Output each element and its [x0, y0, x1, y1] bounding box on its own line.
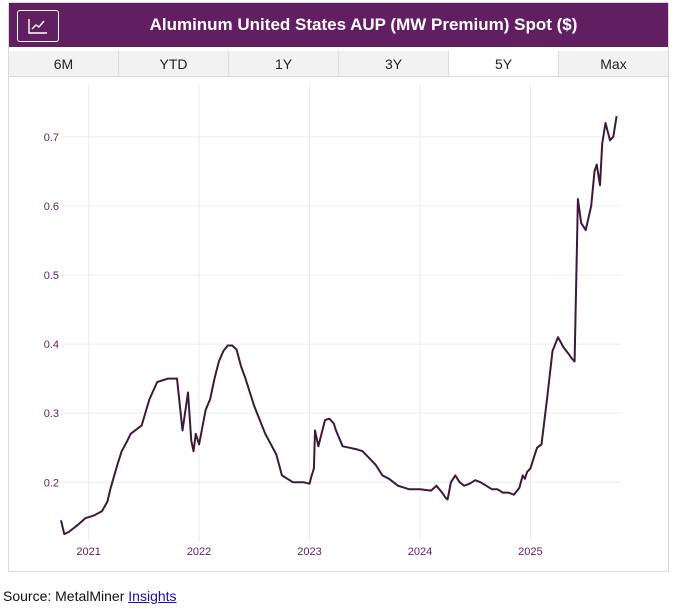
plot-area: 0.2 0.3 0.4 0.5 0.6 0.7 2021 2022 2023 2024 2025: [9, 79, 670, 573]
tab-3y[interactable]: 3Y: [339, 51, 449, 76]
y-tick-label: 0.3: [44, 408, 59, 420]
insights-link[interactable]: Insights: [128, 588, 177, 604]
x-tick-label: 2024: [408, 546, 432, 558]
y-tick-label: 0.6: [44, 201, 59, 213]
chart-title: Aluminum United States AUP (MW Premium) …: [149, 15, 578, 34]
tab-max[interactable]: Max: [559, 51, 668, 76]
tab-ytd[interactable]: YTD: [119, 51, 229, 76]
source-prefix: Source: MetalMiner: [3, 588, 129, 604]
tab-5y[interactable]: 5Y: [449, 51, 559, 76]
x-tick-label: 2025: [518, 546, 542, 558]
chart-card: Aluminum United States AUP (MW Premium) …: [8, 2, 669, 572]
y-tick-label: 0.7: [44, 132, 59, 144]
y-tick-label: 0.4: [44, 339, 59, 351]
y-tick-label: 0.5: [44, 270, 59, 282]
range-tabs: 6M YTD 1Y 3Y 5Y Max: [9, 51, 668, 77]
x-tick-label: 2021: [76, 546, 100, 558]
line-chart-icon: [28, 19, 47, 34]
chart-header: Aluminum United States AUP (MW Premium) …: [9, 3, 668, 47]
chart-type-button[interactable]: [17, 10, 59, 42]
tab-1y[interactable]: 1Y: [229, 51, 339, 76]
line-chart: 0.2 0.3 0.4 0.5 0.6 0.7 2021 2022 2023 2024 2025: [44, 85, 621, 558]
x-tick-label: 2022: [187, 546, 211, 558]
tab-6m[interactable]: 6M: [9, 51, 119, 76]
y-tick-label: 0.2: [44, 477, 59, 489]
source-note: Source: MetalMiner Insights: [3, 588, 177, 604]
series-line: [60, 115, 618, 536]
x-tick-label: 2023: [297, 546, 321, 558]
